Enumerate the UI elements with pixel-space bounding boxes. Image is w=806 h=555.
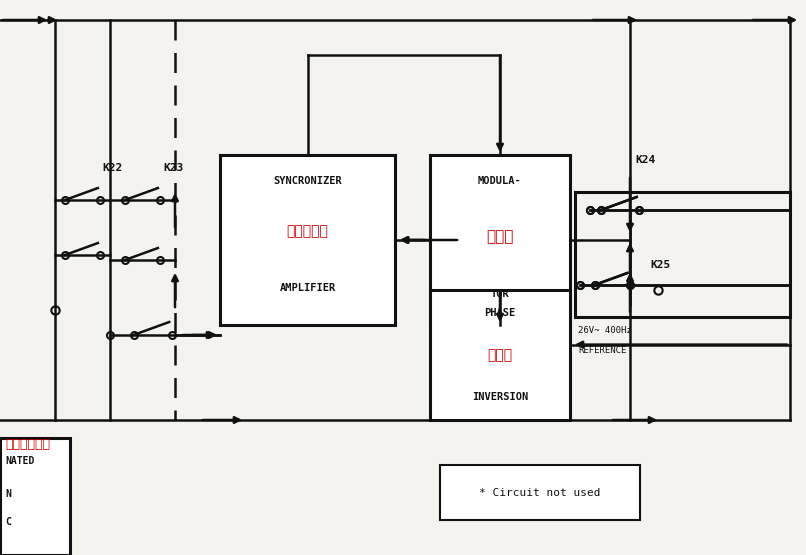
Text: INVERSION: INVERSION — [472, 392, 528, 402]
Text: REFERENCE: REFERENCE — [578, 346, 626, 355]
Text: 编译转向逻辑: 编译转向逻辑 — [5, 438, 50, 451]
Text: SYNCRONIZER: SYNCRONIZER — [273, 175, 342, 185]
Text: K25: K25 — [650, 260, 671, 270]
Text: K22: K22 — [102, 163, 123, 173]
Text: K24: K24 — [635, 155, 655, 165]
Text: C: C — [5, 517, 10, 527]
Text: 调制器: 调制器 — [486, 229, 513, 244]
Text: 同步放大器: 同步放大器 — [287, 225, 328, 239]
Text: AMPLIFIER: AMPLIFIER — [280, 282, 335, 292]
Text: PHASE: PHASE — [484, 309, 516, 319]
Text: TOR: TOR — [491, 289, 509, 299]
Bar — [430, 155, 570, 325]
Text: K23: K23 — [163, 163, 183, 173]
Bar — [220, 155, 395, 325]
Bar — [575, 192, 790, 317]
Text: MODULA-: MODULA- — [478, 175, 521, 185]
Bar — [430, 290, 570, 420]
Text: * Circuit not used: * Circuit not used — [480, 487, 600, 497]
Text: NATED: NATED — [5, 456, 35, 466]
Bar — [440, 465, 640, 520]
Text: 反相器: 反相器 — [488, 348, 513, 362]
Text: 26V~ 400Hz: 26V~ 400Hz — [578, 326, 632, 335]
Bar — [0, 438, 70, 555]
Text: N: N — [5, 489, 10, 499]
